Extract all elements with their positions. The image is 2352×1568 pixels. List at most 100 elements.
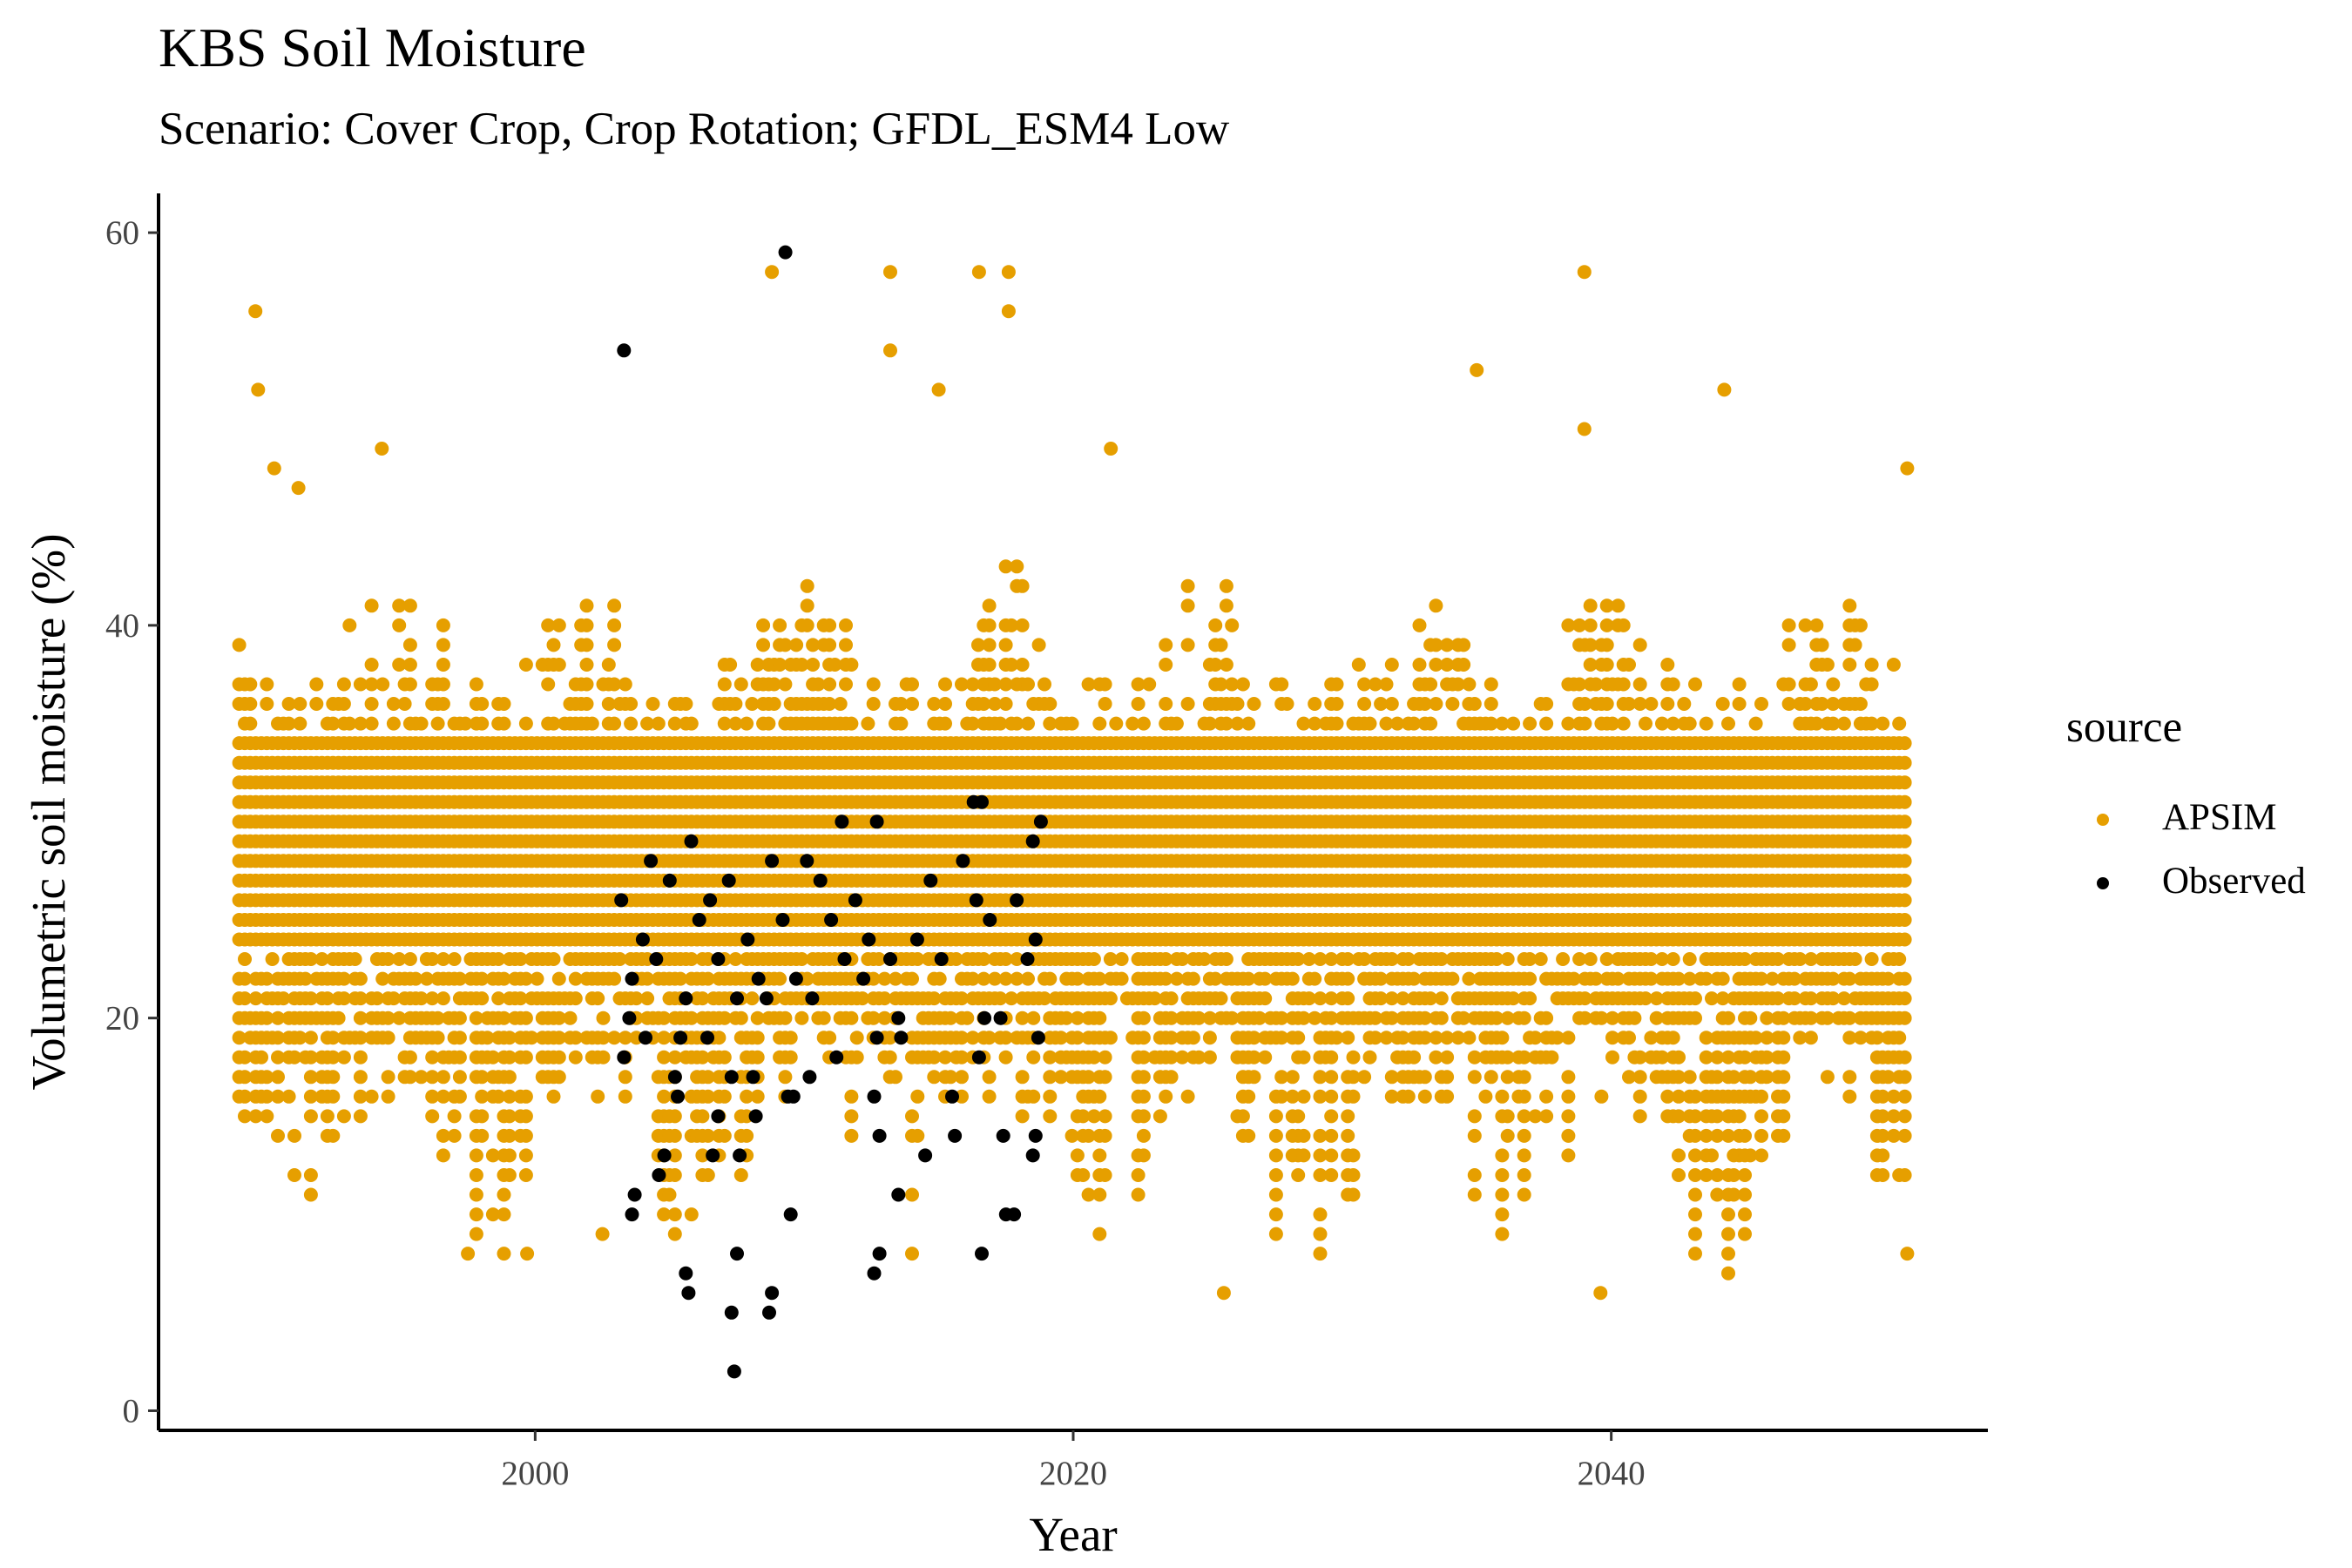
apsim-point-3517 xyxy=(1313,1227,1328,1241)
apsim-point-4425 xyxy=(1594,1089,1609,1104)
apsim-point-3823 xyxy=(1407,1050,1422,1064)
apsim-point-4141 xyxy=(1500,1128,1515,1143)
apsim-point-58 xyxy=(248,1109,263,1124)
apsim-point-4005 xyxy=(1462,1031,1477,1045)
apsim-point-181 xyxy=(287,1168,301,1182)
apsim-point-2596 xyxy=(1026,1050,1041,1064)
apsim-point-2359 xyxy=(955,1070,969,1085)
apsim-point-4461 xyxy=(1599,638,1614,652)
apsim-point-3558 xyxy=(1324,1089,1339,1104)
apsim-point-402 xyxy=(353,991,368,1006)
apsim-point-2988 xyxy=(1142,677,1157,692)
apsim-point-221 xyxy=(298,971,313,986)
apsim-point-759 xyxy=(469,1187,483,1202)
apsim-point-4259 xyxy=(1539,1089,1554,1104)
apsim-point-787 xyxy=(475,1089,490,1104)
apsim-point-242 xyxy=(303,991,318,1006)
apsim-point-4460 xyxy=(1599,658,1614,672)
apsim-point-2518 xyxy=(998,697,1013,711)
apsim-point-1797 xyxy=(773,658,787,672)
apsim-point-1495 xyxy=(684,716,699,731)
apsim-point-4738 xyxy=(1688,1187,1702,1202)
apsim-point-599 xyxy=(414,716,429,731)
apsim-point-3042 xyxy=(1159,697,1173,711)
apsim-point-4080 xyxy=(1484,1070,1498,1085)
apsim-point-416 xyxy=(353,677,368,692)
apsim-point-1030 xyxy=(541,618,556,632)
apsim-point-2046 xyxy=(844,658,859,672)
apsim-point-3267 xyxy=(1235,1109,1250,1124)
apsim-point-4392 xyxy=(1583,952,1598,966)
apsim-point-1819 xyxy=(778,677,793,692)
apsim-point-2152 xyxy=(889,1070,902,1085)
apsim-point-1415 xyxy=(667,1207,682,1222)
apsim-point-786 xyxy=(475,1109,490,1124)
apsim-point-129 xyxy=(271,1089,285,1104)
apsim-point-401 xyxy=(353,1010,368,1025)
apsim-point-510 xyxy=(386,697,401,711)
apsim-point-1892 xyxy=(800,598,814,613)
apsim-point-4120 xyxy=(1495,1187,1510,1202)
apsim-point-4388 xyxy=(1578,716,1592,731)
apsim-point-1101 xyxy=(568,1050,583,1064)
apsim-point-2200 xyxy=(905,1247,919,1261)
apsim-point-2575 xyxy=(1015,658,1030,672)
apsim-point-328 xyxy=(326,716,341,731)
apsim-point-1174 xyxy=(585,716,599,731)
apsim-point-4004 xyxy=(1456,638,1471,652)
apsim-point-2958 xyxy=(1136,1010,1151,1025)
apsim-point-4173 xyxy=(1506,716,1521,731)
apsim-point-346 xyxy=(336,1109,351,1124)
apsim-point-1157 xyxy=(579,598,594,613)
apsim-point-2816 xyxy=(1092,1187,1107,1202)
apsim-point-4539 xyxy=(1627,1010,1642,1025)
apsim-point-2207 xyxy=(905,971,919,986)
apsim-point-4680 xyxy=(1672,1168,1686,1182)
apsim-point-622 xyxy=(425,952,440,966)
apsim-point-1379 xyxy=(657,1050,672,1064)
apsim-point-1578 xyxy=(712,1031,727,1045)
apsim-point-1070 xyxy=(551,618,566,632)
apsim-point-871 xyxy=(497,1010,511,1025)
apsim-point-1784 xyxy=(773,971,787,986)
apsim-point-1516 xyxy=(695,1148,710,1163)
apsim-point-674 xyxy=(436,658,450,672)
apsim-point-1822 xyxy=(783,1031,798,1045)
apsim-point-1276 xyxy=(618,677,632,692)
apsim-point-785 xyxy=(475,1128,490,1143)
apsim-point-478 xyxy=(375,677,390,692)
apsim-point-3634 xyxy=(1346,1187,1361,1202)
apsim-point-1226 xyxy=(607,1031,622,1045)
apsim-point-2556 xyxy=(1010,559,1024,574)
apsim-point-4574 xyxy=(1632,638,1647,652)
apsim-point-3471 xyxy=(1296,1089,1311,1104)
apsim-point-4148 xyxy=(1500,952,1515,966)
apsim-point-3557 xyxy=(1324,1109,1339,1124)
apsim-point-4025 xyxy=(1467,1128,1482,1143)
apsim-point-4061 xyxy=(1478,1089,1493,1104)
apsim-point-3686 xyxy=(1362,1050,1377,1064)
apsim-point-130 xyxy=(271,1070,285,1085)
apsim-point-1710 xyxy=(750,1031,765,1045)
apsim-point-564 xyxy=(402,677,417,692)
apsim-point-428 xyxy=(364,1089,379,1104)
apsim-point-1175 xyxy=(591,1089,605,1104)
apsim-point-445 xyxy=(364,677,379,692)
apsim-point-1951 xyxy=(822,1031,837,1045)
apsim-point-100 xyxy=(260,971,274,986)
apsim-point-1874 xyxy=(794,658,809,672)
apsim-point-545 xyxy=(402,1070,417,1085)
apsim-point-509 xyxy=(386,716,401,731)
apsim-point-4307 xyxy=(1556,952,1571,966)
apsim-point-95 xyxy=(260,1089,274,1104)
apsim-point-2951 xyxy=(1136,1148,1151,1163)
apsim-point-1178 xyxy=(591,991,605,1006)
apsim-point-767 xyxy=(469,1010,483,1025)
apsim-point-964 xyxy=(524,1031,539,1045)
apsim-point-365 xyxy=(336,677,351,692)
apsim-point-1104 xyxy=(568,971,583,986)
apsim-point-4849 xyxy=(1721,1247,1735,1261)
apsim-point-2557 xyxy=(1015,1109,1030,1124)
apsim-point-1052 xyxy=(551,1070,566,1085)
